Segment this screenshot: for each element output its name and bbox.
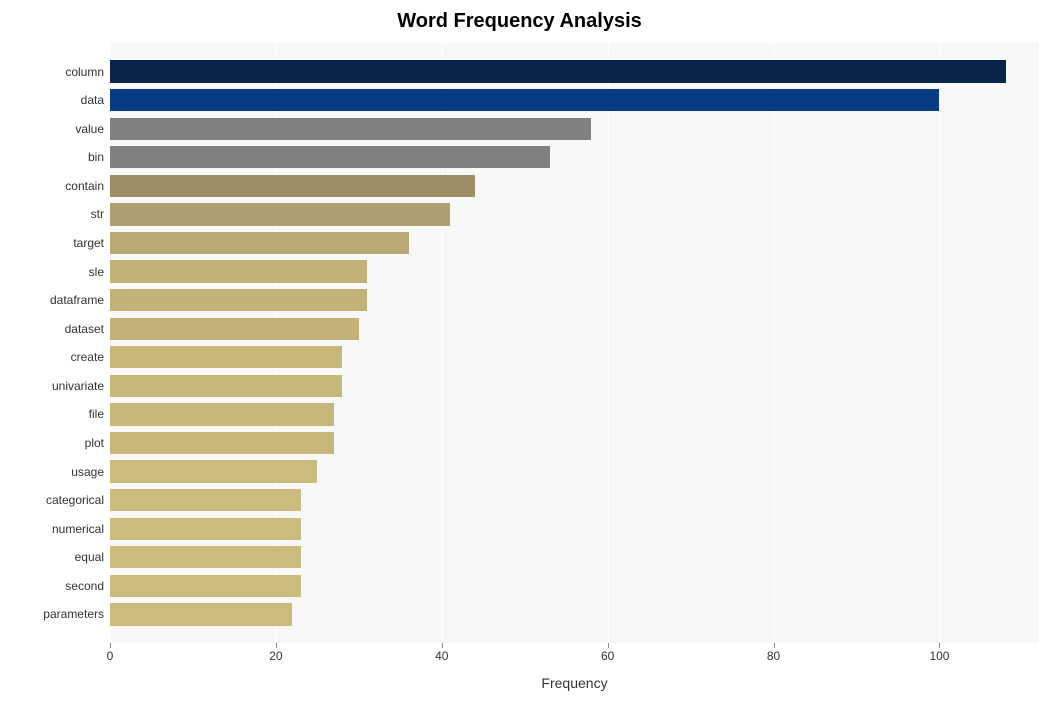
bar <box>110 575 301 597</box>
y-tick-label: data <box>81 93 110 107</box>
word-frequency-chart: Word Frequency Analysis 0 20 40 60 80 100 colu… <box>10 10 1029 691</box>
x-tick-label: 20 <box>269 643 282 663</box>
bar <box>110 318 359 340</box>
bar <box>110 432 334 454</box>
y-tick-label: create <box>71 350 110 364</box>
chart-title: Word Frequency Analysis <box>10 10 1029 33</box>
bar <box>110 603 292 625</box>
bar <box>110 260 367 282</box>
x-tick-label: 100 <box>929 643 949 663</box>
bar <box>110 489 301 511</box>
y-tick-label: file <box>89 407 110 421</box>
y-tick-label: parameters <box>43 607 110 621</box>
grid-line <box>608 43 609 643</box>
y-tick-label: value <box>75 122 110 136</box>
x-tick-label: 80 <box>767 643 780 663</box>
bar <box>110 346 342 368</box>
y-tick-label: dataset <box>65 322 110 336</box>
y-tick-label: bin <box>88 150 110 164</box>
grid-line <box>774 43 775 643</box>
x-tick-label: 0 <box>107 643 114 663</box>
bar <box>110 375 342 397</box>
x-tick-label: 40 <box>435 643 448 663</box>
y-tick-label: second <box>65 579 110 593</box>
grid-line <box>939 43 940 643</box>
y-tick-label: column <box>65 65 110 79</box>
y-tick-label: categorical <box>46 493 110 507</box>
bar <box>110 89 939 111</box>
bar <box>110 403 334 425</box>
y-tick-label: equal <box>75 550 110 564</box>
bar <box>110 175 475 197</box>
bar <box>110 232 409 254</box>
plot-area: 020406080100columndatavaluebincontainstr… <box>110 43 1039 643</box>
y-tick-label: numerical <box>52 522 110 536</box>
bar <box>110 289 367 311</box>
y-tick-label: univariate <box>52 379 110 393</box>
bar <box>110 118 591 140</box>
y-tick-label: usage <box>71 465 110 479</box>
y-tick-label: target <box>73 236 110 250</box>
y-tick-label: str <box>91 207 110 221</box>
bar <box>110 518 301 540</box>
bar <box>110 60 1006 82</box>
y-tick-label: plot <box>85 436 110 450</box>
y-tick-label: dataframe <box>50 293 110 307</box>
y-tick-label: contain <box>65 179 110 193</box>
bar <box>110 546 301 568</box>
bar <box>110 460 317 482</box>
bar <box>110 203 450 225</box>
bar <box>110 146 550 168</box>
x-axis-title: Frequency <box>541 675 607 691</box>
y-tick-label: sle <box>89 265 110 279</box>
x-tick-label: 60 <box>601 643 614 663</box>
